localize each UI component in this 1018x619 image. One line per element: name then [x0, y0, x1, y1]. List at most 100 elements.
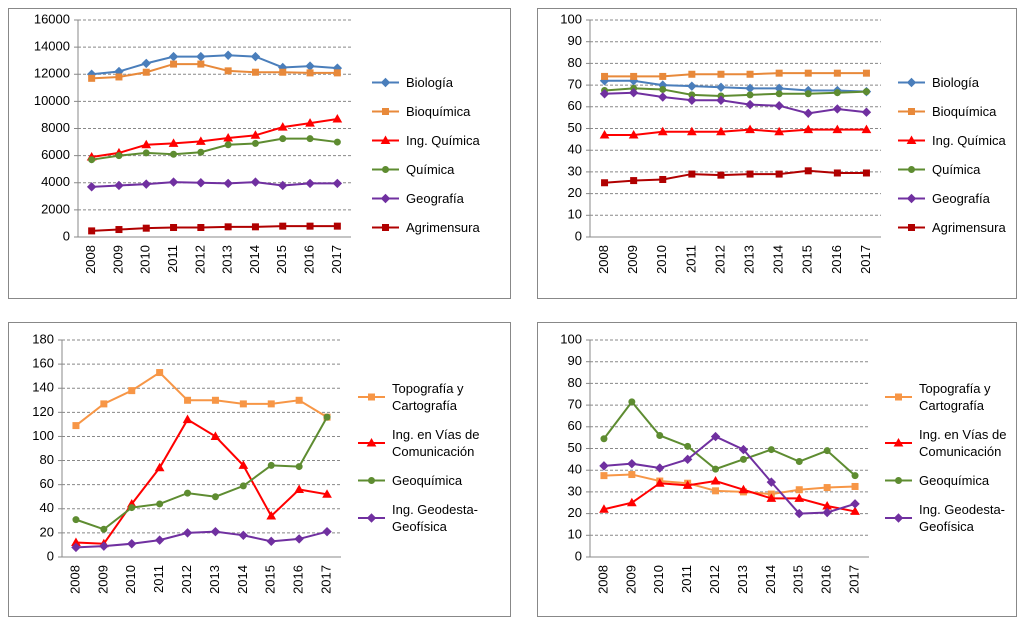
- marker: [628, 87, 639, 98]
- y-tick-label: 50: [568, 440, 582, 455]
- legend: Topografía y Cartografía Ing. en Vías de …: [919, 380, 1017, 535]
- y-tick-label: 60: [568, 418, 582, 433]
- marker: [688, 170, 696, 178]
- legend-marker: [382, 166, 389, 173]
- marker: [712, 487, 720, 495]
- marker: [266, 536, 276, 547]
- marker: [305, 118, 315, 127]
- series-line: [603, 480, 856, 513]
- marker: [294, 534, 304, 544]
- y-tick-label: 140: [32, 380, 54, 395]
- y-tick-label: 30: [568, 483, 582, 498]
- marker: [223, 132, 234, 142]
- legend-label: Química: [406, 162, 455, 177]
- x-tick-label: 2012: [707, 565, 722, 594]
- legend-marker: [895, 393, 902, 401]
- legend-label: Agrimensura: [932, 220, 1006, 235]
- marker: [716, 126, 726, 136]
- legend-marker: [368, 477, 375, 484]
- marker: [657, 126, 668, 136]
- marker: [682, 454, 693, 465]
- y-tick-label: 70: [568, 397, 582, 412]
- marker: [250, 130, 261, 139]
- x-tick-label: 2010: [654, 245, 669, 274]
- x-tick-label: 2010: [123, 565, 138, 594]
- x-tick-label: 2011: [683, 245, 698, 273]
- marker: [196, 178, 206, 188]
- legend-label: Geografía: [406, 191, 464, 206]
- marker: [794, 508, 804, 519]
- marker: [211, 493, 219, 501]
- marker: [306, 135, 314, 143]
- legend-label: Ing. Química: [932, 133, 1006, 148]
- y-tick-label: 10: [568, 527, 582, 542]
- marker: [239, 482, 247, 490]
- x-tick-label: 2014: [763, 565, 778, 594]
- marker: [211, 396, 219, 404]
- legend-marker: [366, 437, 377, 447]
- series-line: [75, 416, 328, 531]
- series-line: [603, 473, 856, 496]
- legend-marker: [895, 477, 902, 484]
- marker: [156, 369, 164, 377]
- legend-marker: [380, 193, 391, 204]
- marker: [600, 435, 608, 443]
- marker: [115, 152, 123, 160]
- marker: [306, 69, 314, 77]
- marker: [238, 530, 249, 541]
- marker: [851, 472, 859, 480]
- marker: [659, 175, 667, 183]
- marker: [279, 135, 287, 143]
- marker: [766, 477, 777, 487]
- marker: [322, 526, 332, 537]
- marker: [832, 124, 843, 134]
- legend: Biología Bioquímica Ing. Química Química Geo…: [406, 74, 504, 236]
- y-tick-label: 6000: [41, 147, 70, 162]
- y-tick-label: 70: [568, 77, 582, 92]
- y-tick-label: 20: [568, 185, 582, 200]
- marker: [72, 516, 80, 524]
- x-tick-label: 2016: [819, 565, 834, 594]
- marker: [774, 126, 785, 136]
- legend-marker: [893, 513, 904, 523]
- marker: [774, 101, 784, 111]
- marker: [626, 497, 637, 507]
- x-tick-label: 2017: [318, 565, 333, 594]
- marker: [628, 398, 636, 406]
- marker: [170, 60, 178, 68]
- series-line: [91, 181, 338, 188]
- marker: [599, 89, 610, 99]
- marker: [803, 108, 813, 119]
- chart-frame: [8, 8, 511, 299]
- legend-label: Geoquímica: [919, 473, 990, 488]
- marker: [306, 222, 314, 230]
- marker: [684, 442, 692, 450]
- chart-frame: [537, 322, 1017, 617]
- x-tick-label: 2011: [151, 565, 166, 593]
- y-tick-label: 40: [40, 500, 54, 515]
- marker: [195, 136, 206, 145]
- marker: [170, 224, 178, 232]
- y-tick-label: 80: [568, 55, 582, 70]
- legend-marker: [382, 108, 389, 115]
- x-tick-label: 2008: [596, 245, 611, 274]
- legend-marker: [908, 166, 915, 173]
- y-tick-label: 100: [32, 428, 54, 443]
- marker: [795, 486, 803, 494]
- x-tick-label: 2013: [220, 245, 235, 274]
- marker: [823, 484, 831, 492]
- marker: [655, 463, 665, 473]
- series-line: [75, 418, 328, 545]
- series-line: [75, 530, 328, 549]
- marker: [861, 124, 872, 134]
- marker: [833, 169, 841, 177]
- x-tick-label: 2014: [771, 245, 786, 274]
- y-tick-label: 80: [568, 375, 582, 390]
- marker: [738, 444, 749, 455]
- y-tick-label: 8000: [41, 120, 70, 135]
- marker: [182, 414, 193, 424]
- marker: [850, 499, 860, 509]
- marker: [88, 156, 96, 164]
- y-tick-label: 60: [568, 98, 582, 113]
